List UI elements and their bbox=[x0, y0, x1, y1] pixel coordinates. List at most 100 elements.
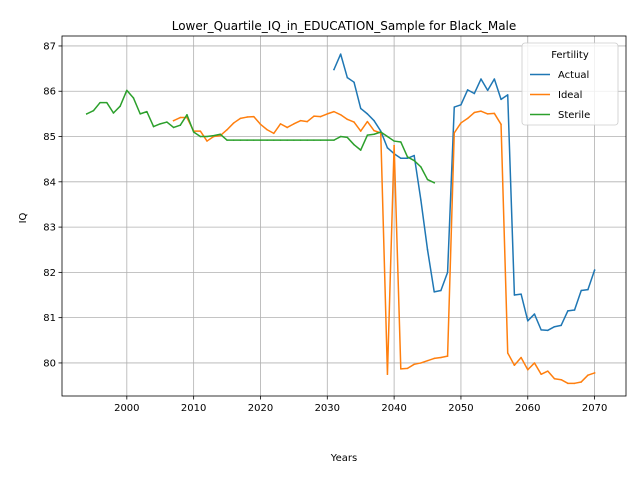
data-point-ideal bbox=[340, 114, 342, 116]
data-point-ideal bbox=[574, 383, 576, 385]
data-point-ideal bbox=[494, 113, 496, 115]
data-point-ideal bbox=[474, 112, 476, 114]
data-point-actual bbox=[433, 291, 435, 293]
data-point-actual bbox=[574, 309, 576, 311]
data-point-actual bbox=[333, 69, 335, 71]
data-point-actual bbox=[560, 325, 562, 327]
data-point-sterile bbox=[420, 166, 422, 168]
data-point-sterile bbox=[380, 131, 382, 133]
data-point-sterile bbox=[93, 110, 95, 112]
chart-title: Lower_Quartile_IQ_in_EDUCATION_Sample fo… bbox=[172, 19, 517, 33]
data-point-ideal bbox=[540, 374, 542, 376]
data-point-actual bbox=[494, 78, 496, 80]
data-point-actual bbox=[534, 313, 536, 315]
y-tick-label: 82 bbox=[43, 268, 56, 279]
data-point-ideal bbox=[594, 372, 596, 374]
data-point-sterile bbox=[300, 139, 302, 141]
data-point-ideal bbox=[447, 355, 449, 357]
data-point-ideal bbox=[273, 133, 275, 135]
data-point-actual bbox=[460, 104, 462, 106]
data-point-sterile bbox=[340, 136, 342, 138]
data-point-actual bbox=[500, 99, 502, 101]
data-point-sterile bbox=[393, 140, 395, 142]
data-point-sterile bbox=[407, 156, 409, 158]
data-point-sterile bbox=[320, 139, 322, 141]
data-point-sterile bbox=[433, 182, 435, 184]
data-point-ideal bbox=[420, 362, 422, 364]
legend: Fertility Actual Ideal Sterile bbox=[522, 43, 618, 125]
y-axis-label: IQ bbox=[18, 212, 29, 223]
data-point-actual bbox=[420, 199, 422, 201]
data-point-ideal bbox=[527, 369, 529, 371]
legend-label-sterile: Sterile bbox=[558, 110, 590, 121]
data-point-ideal bbox=[266, 129, 268, 131]
data-point-actual bbox=[447, 272, 449, 274]
data-point-ideal bbox=[433, 358, 435, 360]
data-point-ideal bbox=[507, 352, 509, 354]
data-point-ideal bbox=[487, 113, 489, 115]
data-point-sterile bbox=[293, 139, 295, 141]
data-point-sterile bbox=[400, 141, 402, 143]
data-point-actual bbox=[353, 81, 355, 83]
data-point-ideal bbox=[253, 116, 255, 118]
data-point-sterile bbox=[307, 139, 309, 141]
data-point-ideal bbox=[440, 357, 442, 359]
x-tick-label: 2000 bbox=[114, 403, 139, 414]
data-point-ideal bbox=[427, 360, 429, 362]
data-point-sterile bbox=[173, 127, 175, 129]
data-point-sterile bbox=[220, 134, 222, 136]
data-point-sterile bbox=[387, 136, 389, 138]
data-point-actual bbox=[487, 90, 489, 92]
data-point-sterile bbox=[119, 105, 121, 107]
data-point-actual bbox=[580, 290, 582, 292]
data-point-actual bbox=[360, 108, 362, 110]
data-point-sterile bbox=[427, 179, 429, 181]
data-point-actual bbox=[474, 93, 476, 95]
data-point-actual bbox=[594, 269, 596, 271]
data-point-ideal bbox=[246, 116, 248, 118]
data-point-actual bbox=[400, 158, 402, 160]
x-tick-label: 2030 bbox=[315, 403, 340, 414]
data-point-ideal bbox=[454, 132, 456, 134]
data-point-ideal bbox=[173, 120, 175, 122]
data-point-ideal bbox=[547, 370, 549, 372]
data-point-actual bbox=[554, 326, 556, 328]
data-point-ideal bbox=[480, 110, 482, 112]
data-point-ideal bbox=[307, 121, 309, 123]
legend-label-actual: Actual bbox=[558, 70, 589, 81]
data-point-ideal bbox=[554, 378, 556, 380]
y-tick-label: 85 bbox=[43, 132, 56, 143]
data-point-ideal bbox=[233, 122, 235, 124]
data-point-sterile bbox=[139, 113, 141, 115]
data-point-ideal bbox=[360, 130, 362, 132]
data-point-sterile bbox=[353, 144, 355, 146]
data-point-ideal bbox=[347, 119, 349, 121]
x-tick-label: 2060 bbox=[515, 403, 540, 414]
data-point-sterile bbox=[186, 114, 188, 116]
data-point-sterile bbox=[253, 139, 255, 141]
data-point-ideal bbox=[387, 374, 389, 376]
data-point-sterile bbox=[113, 112, 115, 114]
data-point-sterile bbox=[360, 149, 362, 151]
data-point-sterile bbox=[333, 139, 335, 141]
data-point-ideal bbox=[373, 130, 375, 132]
data-point-sterile bbox=[226, 139, 228, 141]
data-point-ideal bbox=[320, 116, 322, 118]
data-point-sterile bbox=[280, 139, 282, 141]
data-point-ideal bbox=[580, 381, 582, 383]
data-point-sterile bbox=[200, 136, 202, 138]
y-tick-label: 80 bbox=[43, 358, 56, 369]
data-point-actual bbox=[347, 77, 349, 79]
data-point-sterile bbox=[273, 139, 275, 141]
x-tick-label: 2020 bbox=[248, 403, 273, 414]
data-point-sterile bbox=[246, 139, 248, 141]
data-point-sterile bbox=[286, 139, 288, 141]
data-point-ideal bbox=[467, 118, 469, 120]
data-point-actual bbox=[340, 53, 342, 55]
data-point-actual bbox=[373, 120, 375, 122]
data-point-actual bbox=[547, 330, 549, 332]
data-point-ideal bbox=[300, 120, 302, 122]
data-point-sterile bbox=[99, 102, 101, 104]
y-tick-label: 86 bbox=[43, 87, 56, 98]
